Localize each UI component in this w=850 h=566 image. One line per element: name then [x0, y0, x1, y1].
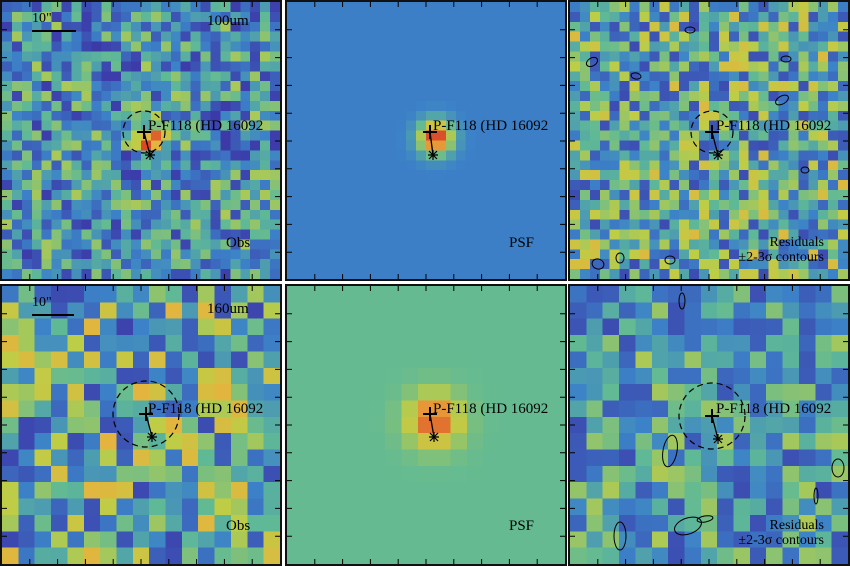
residuals-label-line2: ±2-3σ contours — [738, 532, 824, 548]
axis-ticks — [570, 2, 848, 279]
obs-label: Obs — [226, 518, 251, 534]
obs-image-160um — [2, 286, 280, 564]
marker-overlay — [287, 2, 565, 279]
star-marker — [713, 434, 723, 444]
star-marker — [147, 432, 157, 442]
psf-panel-100um: P-F118 (HD 16092 PSF — [285, 0, 567, 281]
contour-line — [664, 255, 676, 265]
obs-label: Obs — [226, 235, 251, 251]
aperture-circle — [112, 380, 180, 448]
marker-overlay — [2, 286, 280, 564]
source-label: P-F118 (HD 16092 — [716, 118, 832, 134]
residual-image-160um — [570, 286, 848, 564]
residuals-label-line1: Residuals — [769, 518, 824, 533]
contour-line — [831, 458, 845, 478]
contour-line — [591, 258, 605, 270]
star-marker — [429, 432, 439, 442]
contour-line — [678, 292, 686, 310]
scale-label: 10" — [32, 11, 52, 26]
source-cross — [137, 125, 151, 139]
contour-line — [696, 515, 714, 523]
psf-image-100um — [287, 2, 565, 279]
source-cross — [423, 407, 437, 421]
psf-panel-160um: P-F118 (HD 16092 PSF — [285, 284, 567, 566]
source-cross — [423, 125, 437, 139]
band-label: 100um — [207, 13, 249, 29]
axis-ticks — [2, 286, 280, 564]
marker-overlay — [2, 2, 280, 279]
contour-line — [674, 516, 702, 536]
marker-overlay — [570, 286, 848, 564]
source-cross — [705, 125, 719, 139]
scale-bar — [32, 30, 76, 32]
residuals-label-line2: ±2-3σ contours — [738, 249, 824, 265]
marker-overlay — [570, 2, 848, 279]
source-label: P-F118 (HD 16092 — [433, 401, 549, 417]
source-label: P-F118 (HD 16092 — [148, 118, 264, 134]
psf-label: PSF — [509, 518, 535, 534]
psf-image-160um — [287, 286, 565, 564]
contour-line — [684, 26, 696, 34]
contour-line — [615, 252, 625, 264]
contour-line — [630, 72, 642, 80]
contour-line — [775, 94, 789, 106]
residuals-label: Residuals ±2-3σ contours — [738, 518, 824, 548]
aperture-circle — [122, 110, 166, 154]
obs-image-100um — [2, 2, 280, 279]
scale-label: 10" — [32, 295, 52, 310]
source-label: P-F118 (HD 16092 — [716, 401, 832, 417]
band-label: 160um — [207, 301, 249, 317]
contour-line — [800, 166, 810, 174]
contour-line — [780, 55, 792, 63]
residuals-label: Residuals ±2-3σ contours — [738, 235, 824, 265]
residual-panel-100um: P-F118 (HD 16092 Residuals ±2-3σ contour… — [568, 0, 850, 281]
aperture-circle — [690, 110, 734, 154]
residual-image-100um — [570, 2, 848, 279]
source-cross — [139, 407, 153, 421]
source-cross — [705, 409, 719, 423]
obs-panel-100um: 10" 100um P-F118 (HD 16092 Obs — [0, 0, 282, 281]
axis-ticks — [570, 286, 848, 564]
contour-line — [662, 434, 678, 468]
axis-ticks — [287, 2, 565, 279]
star-marker — [713, 150, 723, 160]
contour-line — [585, 56, 599, 68]
aperture-circle — [678, 382, 746, 450]
obs-panel-160um: 10" 160um P-F118 (HD 16092 Obs — [0, 284, 282, 566]
residual-panel-160um: P-F118 (HD 16092 Residuals ±2-3σ contour… — [568, 284, 850, 566]
scale-bar — [32, 314, 74, 316]
marker-overlay — [287, 286, 565, 564]
star-marker — [145, 150, 155, 160]
contour-line — [613, 521, 627, 551]
source-label: P-F118 (HD 16092 — [433, 118, 549, 134]
axis-ticks — [2, 2, 280, 279]
contour-line — [813, 487, 819, 505]
psf-label: PSF — [509, 235, 535, 251]
axis-ticks — [287, 286, 565, 564]
source-label: P-F118 (HD 16092 — [148, 401, 264, 417]
star-marker — [428, 150, 438, 160]
residuals-label-line1: Residuals — [769, 235, 824, 250]
